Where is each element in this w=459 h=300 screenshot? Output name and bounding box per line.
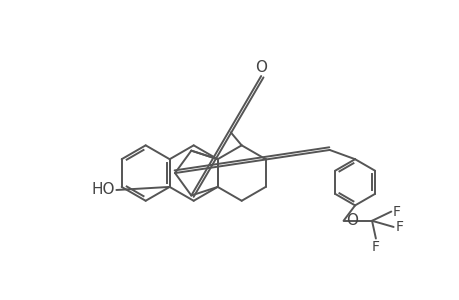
Text: F: F xyxy=(392,205,400,219)
Text: HO: HO xyxy=(91,182,115,197)
Text: O: O xyxy=(255,60,267,75)
Text: F: F xyxy=(371,240,379,254)
Text: F: F xyxy=(394,220,402,234)
Text: O: O xyxy=(345,213,357,228)
